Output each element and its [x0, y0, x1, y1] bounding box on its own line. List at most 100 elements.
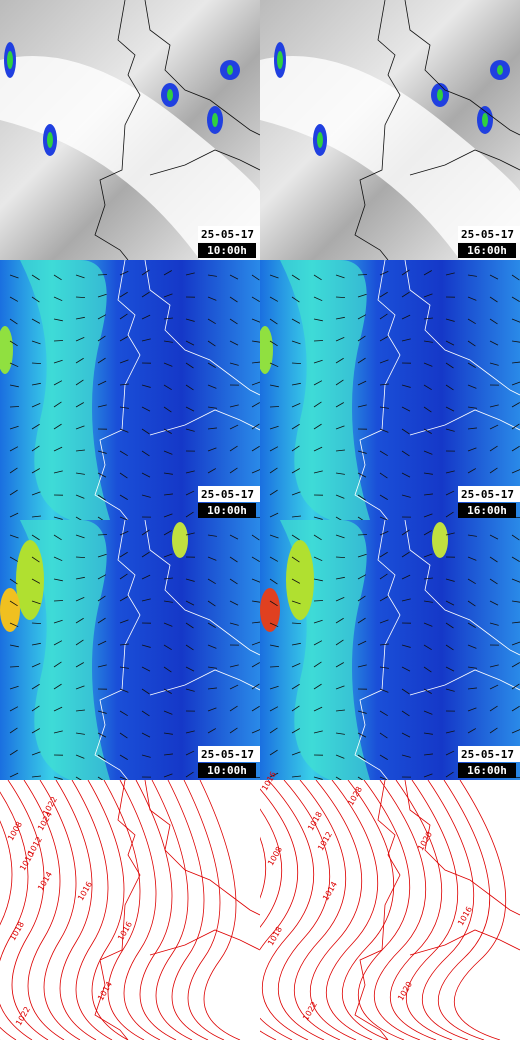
- wind-arrow: [53, 401, 62, 408]
- wind-arrow: [423, 600, 433, 603]
- wind-band: [280, 520, 370, 780]
- wind-arrow: [269, 685, 279, 690]
- wind-arrow: [335, 776, 342, 780]
- wind-arrow: [511, 381, 520, 386]
- wind-arrow: [379, 494, 388, 500]
- wind-arrow: [119, 732, 128, 739]
- wind-arrow: [53, 340, 64, 342]
- wind-arrow: [511, 318, 520, 323]
- wind-arrow: [9, 467, 18, 474]
- wind-arrow: [313, 296, 323, 302]
- wind-arrow: [269, 384, 279, 388]
- wind-arrow: [9, 685, 19, 690]
- wind-arrow: [9, 556, 19, 562]
- wind-arrow: [185, 318, 195, 322]
- wind-arrow: [291, 491, 301, 496]
- wind-arrow: [119, 313, 128, 320]
- wind-arrow: [229, 318, 238, 325]
- wind-arrow: [163, 753, 173, 756]
- wind-arrow: [251, 402, 260, 408]
- wind-arrow: [401, 384, 411, 388]
- wind-arrow: [75, 274, 85, 279]
- wind-arrow: [75, 494, 85, 499]
- wind-arrow: [313, 600, 324, 602]
- wind-arrow: [379, 776, 389, 780]
- wind-arrow: [163, 384, 172, 391]
- wind-arrow: [53, 359, 63, 364]
- wind-arrow: [423, 644, 432, 651]
- wind-arrow: [31, 274, 40, 281]
- wind-arrow: [467, 556, 477, 561]
- wind-arrow: [357, 274, 368, 276]
- isobar: [358, 780, 410, 1040]
- wind-arrow: [53, 423, 62, 430]
- wind-arrow: [97, 450, 107, 454]
- wind-arrow: [119, 428, 129, 433]
- wind-arrow: [97, 710, 107, 714]
- wind-arrow: [423, 732, 433, 735]
- wind-arrow: [401, 644, 411, 648]
- wind-arrow: [163, 293, 173, 298]
- wind-arrow: [97, 380, 107, 386]
- wind-arrow: [445, 666, 455, 672]
- wind-arrow: [467, 362, 476, 368]
- wind-arrow: [75, 316, 85, 320]
- isobar: [342, 780, 394, 1040]
- wind-arrow: [269, 706, 279, 712]
- wind-arrow: [251, 556, 260, 562]
- wind-arrow: [141, 314, 151, 320]
- wind-arrow: [31, 751, 41, 756]
- wind-arrow: [313, 776, 323, 780]
- wind-arrow: [163, 710, 173, 715]
- wind-arrow: [423, 472, 433, 475]
- wind-arrow: [379, 643, 389, 646]
- wind-arrow: [269, 296, 279, 302]
- wind-arrow: [445, 340, 455, 346]
- wind-arrow: [313, 534, 322, 541]
- wind-arrow: [75, 576, 85, 580]
- date-box: [198, 746, 260, 762]
- wind-arrow: [379, 450, 388, 457]
- coastline: [94, 0, 260, 260]
- wind-arrow: [357, 357, 366, 364]
- wind-arrow: [313, 556, 323, 562]
- wind-arrow: [207, 274, 217, 277]
- wind-arrow: [207, 534, 217, 537]
- wind-arrow: [185, 600, 195, 606]
- wind-arrow: [423, 340, 433, 343]
- wind-arrow: [401, 428, 410, 435]
- wind-arrow: [207, 296, 217, 301]
- precip-core: [167, 89, 173, 101]
- precip-core: [47, 132, 53, 148]
- wind-arrow: [119, 551, 128, 558]
- coastline: [354, 0, 520, 260]
- wind-arrow: [335, 639, 344, 646]
- wind-arrow: [489, 578, 498, 585]
- wind-arrow: [511, 534, 520, 541]
- wind-arrow: [379, 596, 388, 602]
- wind-arrow: [119, 516, 129, 520]
- date-box: [458, 226, 520, 242]
- wind-arrow: [97, 472, 107, 478]
- wind-arrow: [163, 688, 172, 694]
- wind-arrow: [489, 622, 499, 626]
- wind-arrow: [357, 664, 367, 668]
- wind-arrow: [75, 379, 84, 386]
- wind-arrow: [489, 534, 499, 540]
- wind-arrow: [511, 621, 520, 624]
- wind-arrow: [119, 450, 128, 457]
- wind-arrow: [379, 336, 388, 342]
- wind-arrow: [207, 362, 216, 368]
- wind-arrow: [269, 622, 279, 628]
- wind-arrow: [97, 664, 107, 668]
- isobar: [39, 780, 81, 1040]
- wind-arrow: [163, 666, 172, 673]
- isobar: [151, 780, 193, 1040]
- wind-arrow: [357, 595, 366, 602]
- wind-arrow: [511, 445, 520, 452]
- wind-arrow: [511, 641, 520, 646]
- wind-arrow: [207, 578, 216, 585]
- wind-arrow: [53, 534, 62, 541]
- wind-arrow: [335, 516, 342, 520]
- wind-arrow: [53, 661, 62, 668]
